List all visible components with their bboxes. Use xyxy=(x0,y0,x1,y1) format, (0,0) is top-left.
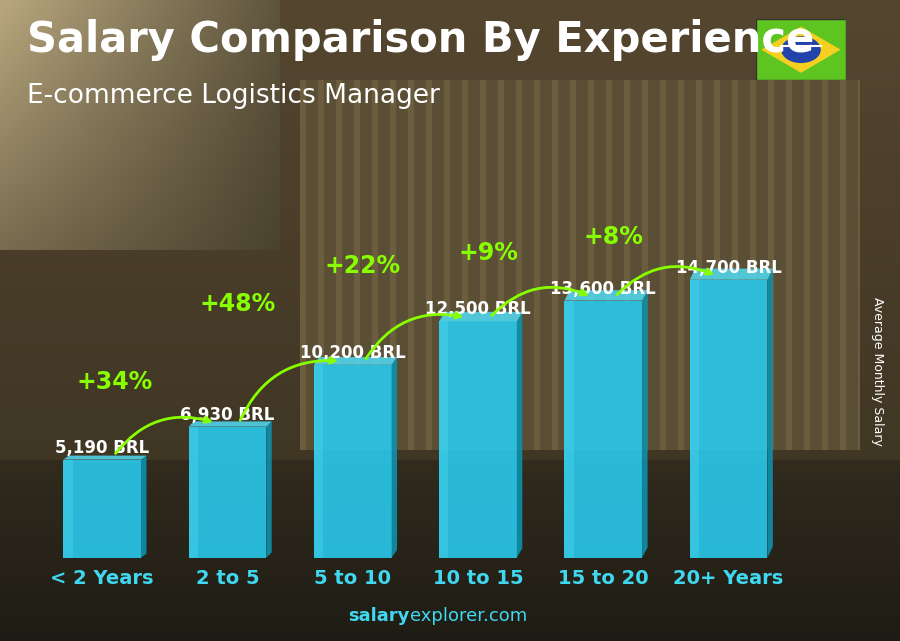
Polygon shape xyxy=(689,269,773,279)
Text: explorer.com: explorer.com xyxy=(410,607,527,625)
Text: 13,600 BRL: 13,600 BRL xyxy=(551,279,656,297)
Text: Average Monthly Salary: Average Monthly Salary xyxy=(871,297,884,446)
Polygon shape xyxy=(314,357,397,365)
Text: 12,500 BRL: 12,500 BRL xyxy=(425,301,531,319)
Polygon shape xyxy=(517,312,522,558)
Text: 6,930 BRL: 6,930 BRL xyxy=(180,406,274,424)
Text: salary: salary xyxy=(348,607,410,625)
Circle shape xyxy=(781,37,821,63)
Bar xyxy=(439,321,517,558)
Polygon shape xyxy=(761,26,841,73)
Bar xyxy=(689,279,699,558)
Text: +9%: +9% xyxy=(458,240,518,265)
Polygon shape xyxy=(392,357,397,558)
Bar xyxy=(314,365,392,558)
Bar xyxy=(439,321,448,558)
Text: Salary Comparison By Experience: Salary Comparison By Experience xyxy=(27,19,814,62)
Polygon shape xyxy=(564,290,648,301)
Text: E-commerce Logistics Manager: E-commerce Logistics Manager xyxy=(27,83,440,110)
Text: +8%: +8% xyxy=(583,226,644,249)
Polygon shape xyxy=(189,421,272,427)
Bar xyxy=(63,460,73,558)
Bar xyxy=(63,460,141,558)
Text: +22%: +22% xyxy=(325,254,400,278)
Text: +34%: +34% xyxy=(76,370,153,394)
Polygon shape xyxy=(63,456,147,460)
Bar xyxy=(564,301,642,558)
Text: 10,200 BRL: 10,200 BRL xyxy=(300,344,406,362)
Bar xyxy=(189,427,198,558)
Bar xyxy=(564,301,574,558)
Bar xyxy=(689,279,768,558)
Polygon shape xyxy=(642,290,648,558)
Bar xyxy=(189,427,266,558)
Polygon shape xyxy=(266,421,272,558)
Polygon shape xyxy=(768,269,773,558)
Polygon shape xyxy=(439,312,522,321)
Text: +48%: +48% xyxy=(199,292,275,315)
Polygon shape xyxy=(141,456,147,558)
Text: 5,190 BRL: 5,190 BRL xyxy=(55,438,149,456)
Text: 14,700 BRL: 14,700 BRL xyxy=(676,259,781,277)
Bar xyxy=(314,365,323,558)
